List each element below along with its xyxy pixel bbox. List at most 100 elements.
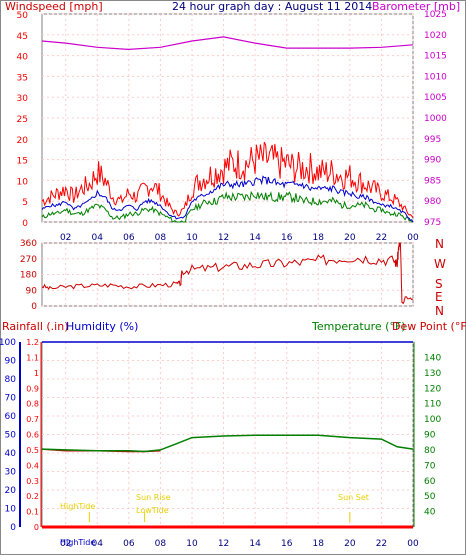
temperature-tick-label: 70 [424, 461, 436, 471]
wind-tick-label: 10 [17, 177, 29, 187]
rain-tick-label: 0.5 [26, 446, 39, 455]
rain-tick-label: 0.8 [26, 400, 39, 409]
x-tick-label: 04 [92, 233, 104, 243]
humidity-tick-label: 0 [10, 523, 16, 533]
temperature-tick-label: 80 [424, 446, 436, 456]
barometer-tick-label: 995 [424, 135, 441, 145]
temperature-series [41, 434, 414, 453]
temp-humidity-panel: 010203040506070809010000.10.20.30.40.50.… [0, 338, 441, 549]
humidity-tick-label: 60 [5, 412, 17, 422]
wind-tick-label: 25 [17, 115, 28, 125]
humidity-tick-label: 10 [5, 505, 17, 515]
avg-wind-series [41, 190, 413, 223]
direction-tick-label: 360 [20, 239, 37, 249]
rain-tick-label: 0.2 [26, 492, 39, 501]
direction-tick-label: 270 [20, 255, 37, 265]
x-tick-label: 06 [123, 233, 135, 243]
x-tick-label: 12 [218, 233, 229, 243]
rain-tick-label: 0.4 [26, 461, 39, 470]
direction-tick-label: 180 [20, 271, 37, 281]
x-tick-label: 14 [249, 233, 261, 243]
dewpoint-axis-title: Dew Point (°F) [392, 320, 466, 333]
barometer-series [41, 36, 414, 51]
direction-tick-label: 0 [31, 302, 37, 312]
wind-tick-label: 15 [17, 157, 28, 167]
x-tick-label: 22 [376, 233, 387, 243]
compass-label: W [434, 257, 446, 271]
direction-series [41, 242, 414, 305]
wind-tick-label: 45 [17, 32, 28, 42]
rain-tick-label: 1.2 [26, 338, 39, 347]
barometer-tick-label: 990 [424, 156, 441, 166]
x-tick-label: 00 [407, 233, 419, 243]
x-tick-label: 00 [407, 539, 419, 549]
wind-tick-label: 5 [22, 198, 28, 208]
x-tick-label: 16 [281, 233, 293, 243]
temperature-tick-label: 110 [424, 400, 441, 410]
humidity-tick-label: 80 [5, 375, 17, 385]
humidity-tick-label: 40 [5, 449, 17, 459]
temperature-axis-title: Temperature (°F) [311, 320, 406, 333]
compass-label: N [435, 237, 444, 251]
x-tick-label: 18 [313, 539, 325, 549]
compass-label: S [435, 277, 443, 291]
humidity-tick-label: 20 [5, 486, 17, 496]
barometer-tick-label: 1025 [424, 10, 447, 20]
wind-tick-label: 50 [17, 11, 29, 21]
x-tick-label: 22 [376, 539, 387, 549]
rain-tick-label: 1.1 [26, 353, 39, 362]
rain-tick-label: 0 [34, 523, 39, 532]
barometer-tick-label: 1020 [424, 31, 447, 41]
barometer-tick-label: 985 [424, 176, 441, 186]
x-tick-label: 10 [186, 233, 198, 243]
compass-label: E [435, 290, 443, 304]
x-tick-label: 18 [313, 233, 325, 243]
x-tick-label: 20 [344, 233, 356, 243]
temperature-tick-label: 100 [424, 415, 441, 425]
temperature-tick-label: 120 [424, 384, 441, 394]
rain-tick-label: 0.9 [26, 384, 39, 393]
low-tide-label: LowTide [136, 506, 169, 515]
rain-axis-title: Rainfall (.in) [2, 320, 69, 333]
x-tick-label: 14 [249, 539, 261, 549]
average-wind-series [41, 175, 414, 223]
x-tick-label: 12 [218, 539, 229, 549]
wind-tick-label: 40 [17, 53, 29, 63]
humidity-axis-title: Humidity (%) [66, 320, 138, 333]
x-tick-label: 20 [344, 539, 356, 549]
rain-tick-label: 1 [34, 369, 39, 378]
wind-direction-panel: 0 90 180 270 360 [20, 239, 414, 312]
compass-label: N [435, 304, 444, 318]
high-tide-label: HighTide [60, 502, 95, 511]
barometer-tick-label: 980 [424, 197, 441, 207]
barometer-tick-label: 1015 [424, 52, 447, 62]
high-tide-bottom-label: HighTide [60, 538, 95, 547]
gust-series [41, 141, 414, 219]
humidity-tick-label: 70 [5, 394, 17, 404]
barometer-tick-label: 1010 [424, 72, 447, 82]
direction-tick-label: 90 [26, 286, 38, 296]
x-tick-label: 06 [123, 539, 135, 549]
wind-tick-label: 30 [17, 94, 29, 104]
barometer-tick-label: 1005 [424, 93, 447, 103]
temperature-tick-label: 130 [424, 369, 441, 379]
temperature-tick-label: 50 [424, 492, 436, 502]
humidity-tick-label: 100 [0, 338, 16, 348]
temperature-tick-label: 90 [424, 431, 436, 441]
x-tick-label: 02 [60, 233, 71, 243]
x-tick-label: 16 [281, 539, 293, 549]
wind-tick-label: 35 [17, 73, 28, 83]
temperature-tick-label: 40 [424, 508, 436, 518]
temperature-tick-label: 140 [424, 353, 441, 363]
x-tick-label: 04 [92, 539, 104, 549]
temperature-tick-label: 60 [424, 477, 436, 487]
wind-barometer-panel: 0510152025303540455097598098599099510001… [17, 10, 448, 243]
humidity-tick-label: 90 [5, 357, 17, 367]
rain-tick-label: 0.6 [26, 431, 39, 440]
wind-tick-label: 20 [17, 136, 29, 146]
humidity-tick-label: 50 [5, 431, 17, 441]
sun-set-label: Sun Set [338, 493, 369, 502]
rain-tick-label: 0.7 [26, 415, 39, 424]
barometer-axis-title: Barometer [mb] [372, 0, 460, 13]
